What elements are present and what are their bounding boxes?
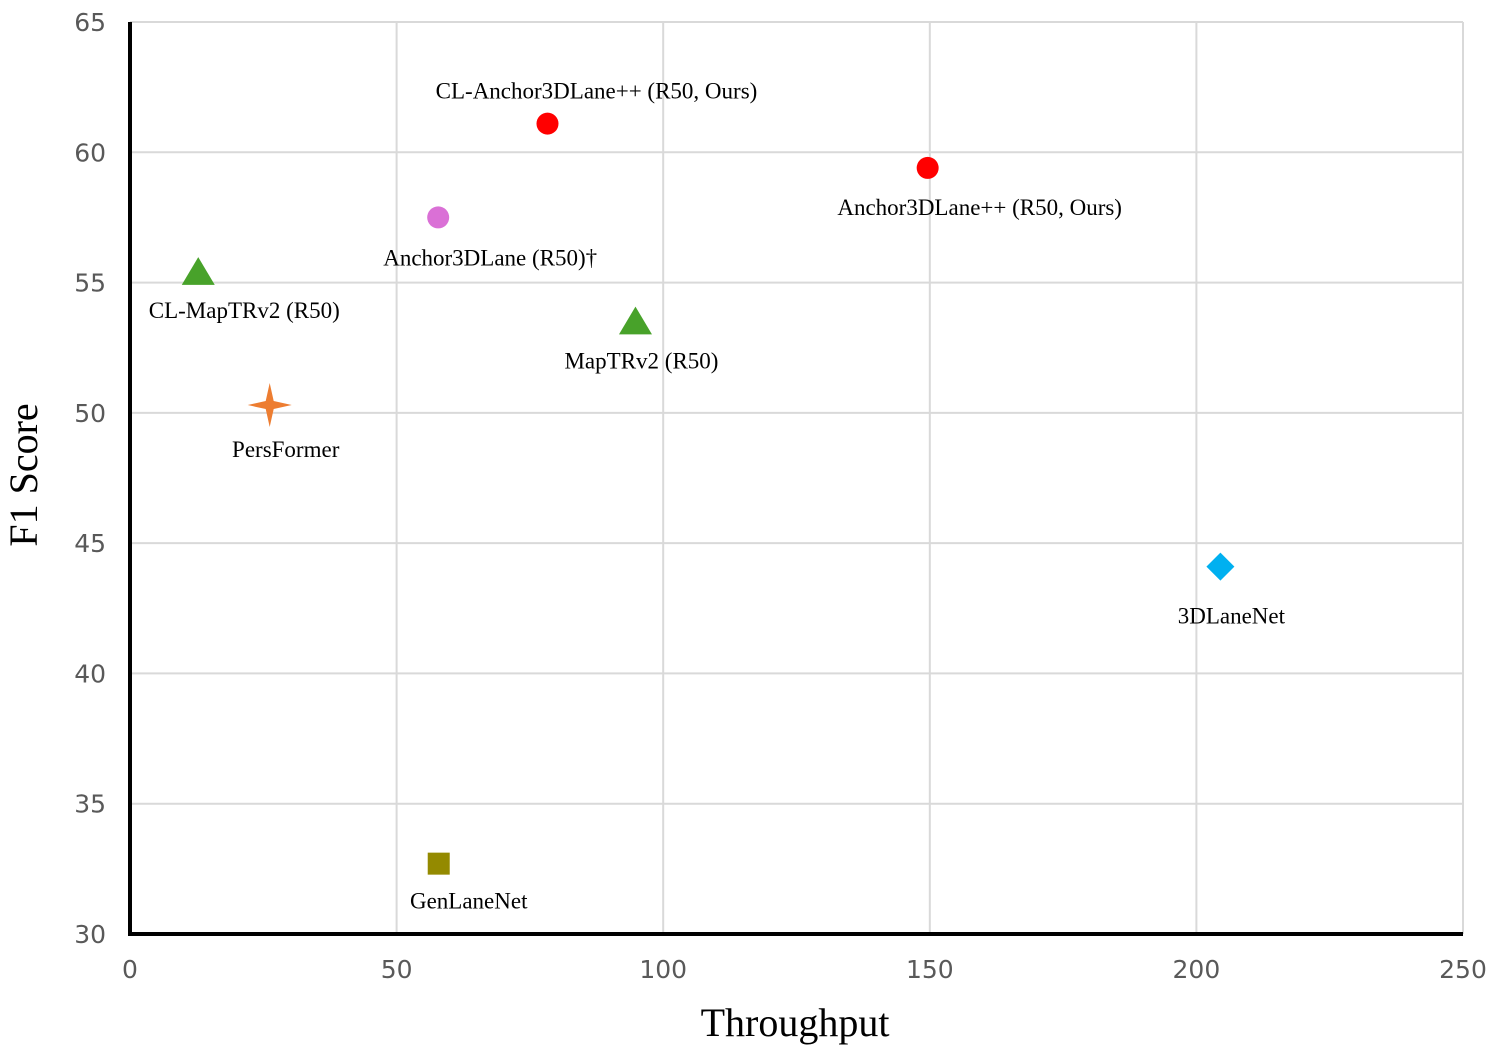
data-point-star [247, 383, 292, 428]
axis-layer [128, 22, 1463, 936]
data-point-triangle [181, 257, 215, 285]
point-label: PersFormer [232, 437, 340, 462]
y-tick-label: 35 [74, 790, 106, 819]
y-tick-label: 40 [74, 659, 106, 688]
y-axis-title: F1 Score [1, 403, 46, 546]
point-label: GenLaneNet [410, 889, 528, 914]
data-point-layer [181, 112, 1235, 875]
y-tick-label: 45 [74, 529, 106, 558]
x-tick-label: 250 [1439, 955, 1487, 984]
x-tick-label: 0 [122, 955, 138, 984]
y-tick-label: 60 [74, 138, 106, 167]
point-label: 3DLaneNet [1178, 604, 1286, 629]
data-point-circle [536, 112, 559, 135]
data-point-square [427, 852, 450, 875]
data-point-circle [916, 156, 939, 179]
data-point-circle [427, 206, 450, 229]
point-label: CL-MapTRv2 (R50) [149, 298, 340, 323]
y-tick-label: 50 [74, 399, 106, 428]
grid-layer [130, 21, 1464, 934]
x-tick-label: 200 [1173, 955, 1221, 984]
y-tick-label: 65 [74, 8, 106, 37]
y-tick-label: 30 [74, 920, 106, 949]
x-tick-label: 100 [639, 955, 687, 984]
data-point-triangle [618, 306, 652, 335]
x-axis-title: Throughput [701, 1000, 890, 1045]
x-tick-label: 150 [906, 955, 954, 984]
point-label: Anchor3DLane (R50)† [383, 245, 597, 270]
x-tick-label: 50 [381, 955, 413, 984]
data-point-diamond [1206, 552, 1235, 581]
tick-label-layer: 0 50 100 150 200 250 30 35 40 45 50 55 60 65 [74, 8, 1487, 984]
point-label-layer: CL-Anchor3DLane++ (R50, Ours) Anchor3DLan… [149, 79, 1286, 914]
y-tick-label: 55 [74, 269, 106, 298]
point-label: Anchor3DLane++ (R50, Ours) [837, 195, 1122, 220]
point-label: MapTRv2 (R50) [564, 349, 718, 374]
point-label: CL-Anchor3DLane++ (R50, Ours) [436, 79, 758, 104]
